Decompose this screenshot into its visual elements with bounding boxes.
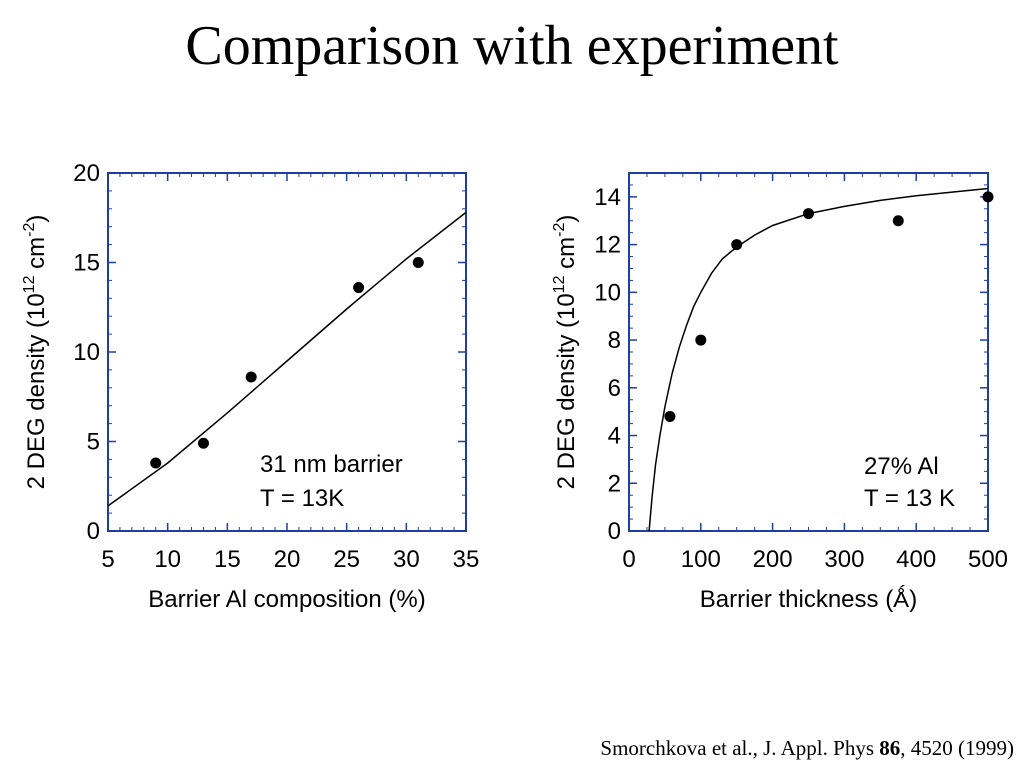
y-axis-label: 2 DEG density (1012 cm-2) <box>551 215 580 490</box>
citation: Smorchkova et al., J. Appl. Phys 86, 452… <box>600 736 1014 761</box>
y-tick-label: 15 <box>73 250 100 277</box>
x-tick-label: 10 <box>154 546 181 573</box>
y-tick-label: 0 <box>608 518 621 545</box>
x-tick-label: 100 <box>681 546 721 573</box>
citation-volume: 86 <box>879 736 901 760</box>
slide-title: Comparison with experiment <box>185 15 839 77</box>
x-tick-label: 400 <box>896 546 936 573</box>
x-tick-label: 0 <box>622 546 635 573</box>
data-point <box>892 215 904 227</box>
y-label-superscript: -2 <box>551 223 568 237</box>
y-tick-label: 2 <box>608 470 621 497</box>
x-axis-label: Barrier thickness (Ǻ) <box>700 585 917 613</box>
x-axis-label: Barrier Al composition (%) <box>148 586 425 613</box>
y-tick-label: 4 <box>608 423 621 450</box>
annotation-text: 27% Al <box>864 453 939 480</box>
y-tick-label: 12 <box>594 232 621 259</box>
y-axis-label: 2 DEG density (1012 cm-2) <box>21 215 50 490</box>
annotation-text: 31 nm barrier <box>260 451 403 478</box>
data-point <box>412 257 424 268</box>
y-label-superscript: 12 <box>551 275 568 293</box>
citation-pages-year: , 4520 (1999) <box>900 736 1014 760</box>
y-tick-label: 8 <box>608 327 621 354</box>
data-point <box>353 282 365 294</box>
x-tick-label: 5 <box>101 546 114 573</box>
data-point <box>982 191 994 203</box>
y-label-text: 2 DEG density (10 <box>23 293 50 489</box>
y-label-text: 2 DEG density (10 <box>553 293 580 489</box>
data-point <box>197 437 209 449</box>
x-tick-label: 200 <box>753 546 793 573</box>
x-tick-label: 35 <box>453 546 480 573</box>
fit-curve <box>648 187 989 532</box>
x-tick-label: 20 <box>274 546 301 573</box>
y-label-text: ) <box>23 215 50 223</box>
y-tick-label: 10 <box>73 339 100 366</box>
x-tick-label: 30 <box>393 546 420 573</box>
y-label-superscript: -2 <box>21 223 38 237</box>
y-tick-label: 6 <box>608 375 621 402</box>
chart-barrier-thickness: 0 100 200 300 400 500 0 2 4 6 8 10 12 14 Barrier thick… <box>551 172 1008 613</box>
x-tick-label: 500 <box>968 546 1008 573</box>
data-point <box>695 334 707 346</box>
data-point <box>664 410 676 422</box>
data-point <box>731 239 743 251</box>
citation-authors: Smorchkova et al., J. Appl. Phys <box>600 736 880 760</box>
y-label-text: cm <box>23 237 50 276</box>
x-tick-label: 300 <box>824 546 864 573</box>
y-tick-label: 10 <box>594 279 621 306</box>
y-tick-label: 14 <box>594 184 621 211</box>
fit-curve <box>107 211 467 507</box>
y-label-text: ) <box>553 215 580 223</box>
y-tick-label: 0 <box>87 518 100 545</box>
x-tick-label: 25 <box>333 546 360 573</box>
y-tick-label: 5 <box>87 429 100 456</box>
annotation-text: T = 13 K <box>864 485 955 512</box>
data-point <box>245 371 257 383</box>
x-tick-label: 15 <box>214 546 241 573</box>
y-tick-label: 20 <box>73 160 100 187</box>
data-point <box>150 457 162 469</box>
annotation-text: T = 13K <box>260 485 344 512</box>
y-label-superscript: 12 <box>21 275 38 293</box>
y-label-text: cm <box>553 237 580 276</box>
